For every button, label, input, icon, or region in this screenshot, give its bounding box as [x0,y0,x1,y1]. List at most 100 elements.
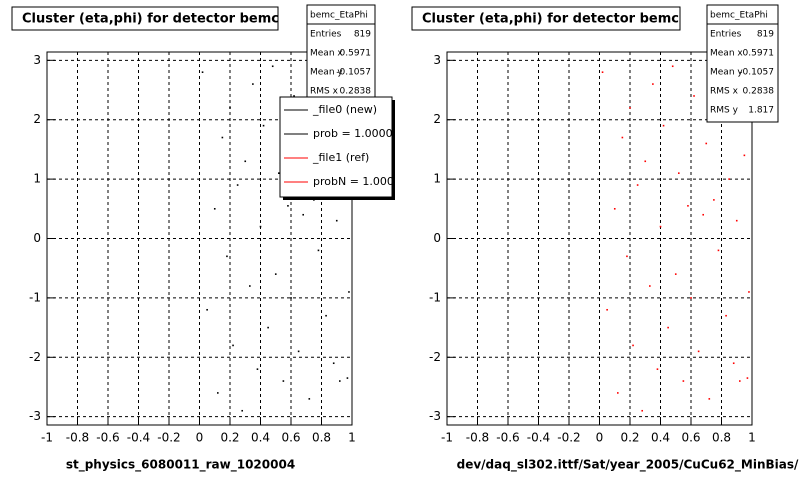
x-tick-label: 0 [196,431,204,445]
frame-border [446,51,753,426]
point [667,326,669,329]
stats-label: Mean y [710,68,743,78]
point [229,107,231,109]
x-tick-label: 0.8 [312,431,331,445]
points [601,65,752,412]
y-tick-label: 1 [33,172,41,186]
point [259,225,262,228]
point [241,409,243,412]
x-tick-label: -0.2 [157,431,180,445]
point [687,205,689,207]
point [682,380,685,382]
point [671,65,674,68]
point [287,205,289,207]
x-tick-label: 0.4 [251,431,270,445]
stats-box [706,4,779,123]
stats-value: -0.1057 [336,68,371,78]
y-tick-label: -1 [29,290,41,304]
legend-label: _file1 (ref) [312,151,369,164]
stats-label: Entries [710,30,742,40]
point [335,219,338,222]
point [656,368,659,370]
point [629,107,631,109]
point [297,350,300,353]
x-tick-label: 0.6 [681,431,700,445]
x-tick-label: 0.4 [651,431,670,445]
stats-value: 0.2838 [340,87,372,97]
point [606,308,608,311]
y-tick-label: 3 [433,53,441,67]
point [226,255,228,258]
point [674,273,677,275]
x-tick-label: -0.4 [127,431,150,445]
point [308,398,311,400]
x-axis-label: dev/daq_sl302.ittf/Sat/year_2005/CuCu62_… [457,458,799,473]
x-tick-label: -1 [41,431,53,445]
y-tick-label: 0 [433,231,441,245]
point [236,184,239,186]
title-box [411,6,681,31]
point [662,124,665,127]
point [332,362,335,365]
x-tick-label: 0.6 [281,431,300,445]
x-tick-label: 0.8 [712,431,731,445]
x-tick-label: -0.4 [527,431,550,445]
stats-value: 0.2838 [743,87,775,97]
point [697,350,700,353]
x-tick-label: -0.8 [66,431,89,445]
point [693,95,695,97]
point [644,160,647,163]
x-tick-label: 0.2 [620,431,639,445]
stats-label: Entries [310,30,342,40]
stats-value: -0.1057 [739,68,774,78]
x-tick-label: 0.2 [220,431,239,445]
point [748,291,750,293]
frame-border [46,51,353,426]
point [649,285,651,287]
x-tick-label: -0.6 [496,431,519,445]
y-tick-label: -2 [29,350,41,364]
y-tick-label: 1 [433,172,441,186]
point [232,344,234,347]
point [252,83,254,85]
stats-label: RMS y [710,106,739,116]
x-axis-label: st_physics_6080011_raw_1020004 [66,458,295,473]
point [339,380,341,382]
x-tick-label: -1 [441,431,453,445]
y-tick-label: 2 [33,112,41,126]
legend-label: probN = 1.00000 [313,175,408,188]
point [274,273,277,275]
point [678,172,680,174]
x-tick-label: 1 [348,431,356,445]
stats-value: 1.817 [748,106,774,116]
stats-label: Mean x [710,49,743,59]
point [732,362,735,365]
point [617,392,619,394]
point [256,368,259,370]
y-tick-label: 0 [33,231,41,245]
point [702,213,704,216]
point [735,219,738,222]
point [249,285,251,287]
y-tick-label: -3 [429,409,441,423]
point [705,142,708,145]
y-tick-label: -2 [429,350,441,364]
point [621,136,624,139]
stats-value: 819 [354,30,371,40]
point [743,154,746,157]
point [206,308,208,311]
x-tick-label: -0.2 [557,431,580,445]
point [221,136,224,139]
point [739,380,741,382]
x-tick-label: -0.8 [466,431,489,445]
point [262,124,265,127]
stats-label: RMS x [710,87,739,97]
legend-label: prob = 1.000000 [313,127,407,140]
point [217,392,219,394]
point [725,314,727,317]
point [626,255,628,258]
stats-label: Mean x [310,49,343,59]
x-tick-label: 1 [748,431,756,445]
point [278,172,280,174]
